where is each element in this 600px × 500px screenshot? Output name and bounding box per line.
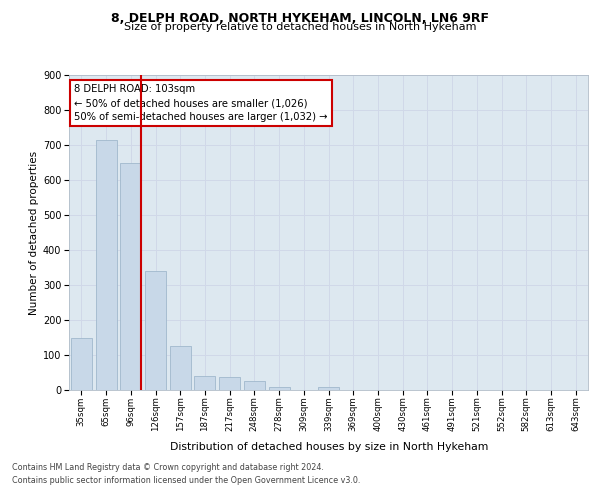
Y-axis label: Number of detached properties: Number of detached properties bbox=[29, 150, 38, 314]
Text: Size of property relative to detached houses in North Hykeham: Size of property relative to detached ho… bbox=[124, 22, 476, 32]
Text: 8 DELPH ROAD: 103sqm
← 50% of detached houses are smaller (1,026)
50% of semi-de: 8 DELPH ROAD: 103sqm ← 50% of detached h… bbox=[74, 84, 328, 122]
Bar bbox=[71, 338, 92, 390]
Bar bbox=[145, 271, 166, 390]
Bar bbox=[269, 386, 290, 390]
Text: Contains HM Land Registry data © Crown copyright and database right 2024.: Contains HM Land Registry data © Crown c… bbox=[12, 464, 324, 472]
Bar bbox=[219, 377, 240, 390]
Text: Distribution of detached houses by size in North Hykeham: Distribution of detached houses by size … bbox=[170, 442, 488, 452]
Bar bbox=[170, 346, 191, 390]
Text: Contains public sector information licensed under the Open Government Licence v3: Contains public sector information licen… bbox=[12, 476, 361, 485]
Bar bbox=[244, 380, 265, 390]
Text: 8, DELPH ROAD, NORTH HYKEHAM, LINCOLN, LN6 9RF: 8, DELPH ROAD, NORTH HYKEHAM, LINCOLN, L… bbox=[111, 12, 489, 26]
Bar bbox=[95, 140, 116, 390]
Bar bbox=[120, 162, 141, 390]
Bar bbox=[194, 376, 215, 390]
Bar bbox=[318, 386, 339, 390]
